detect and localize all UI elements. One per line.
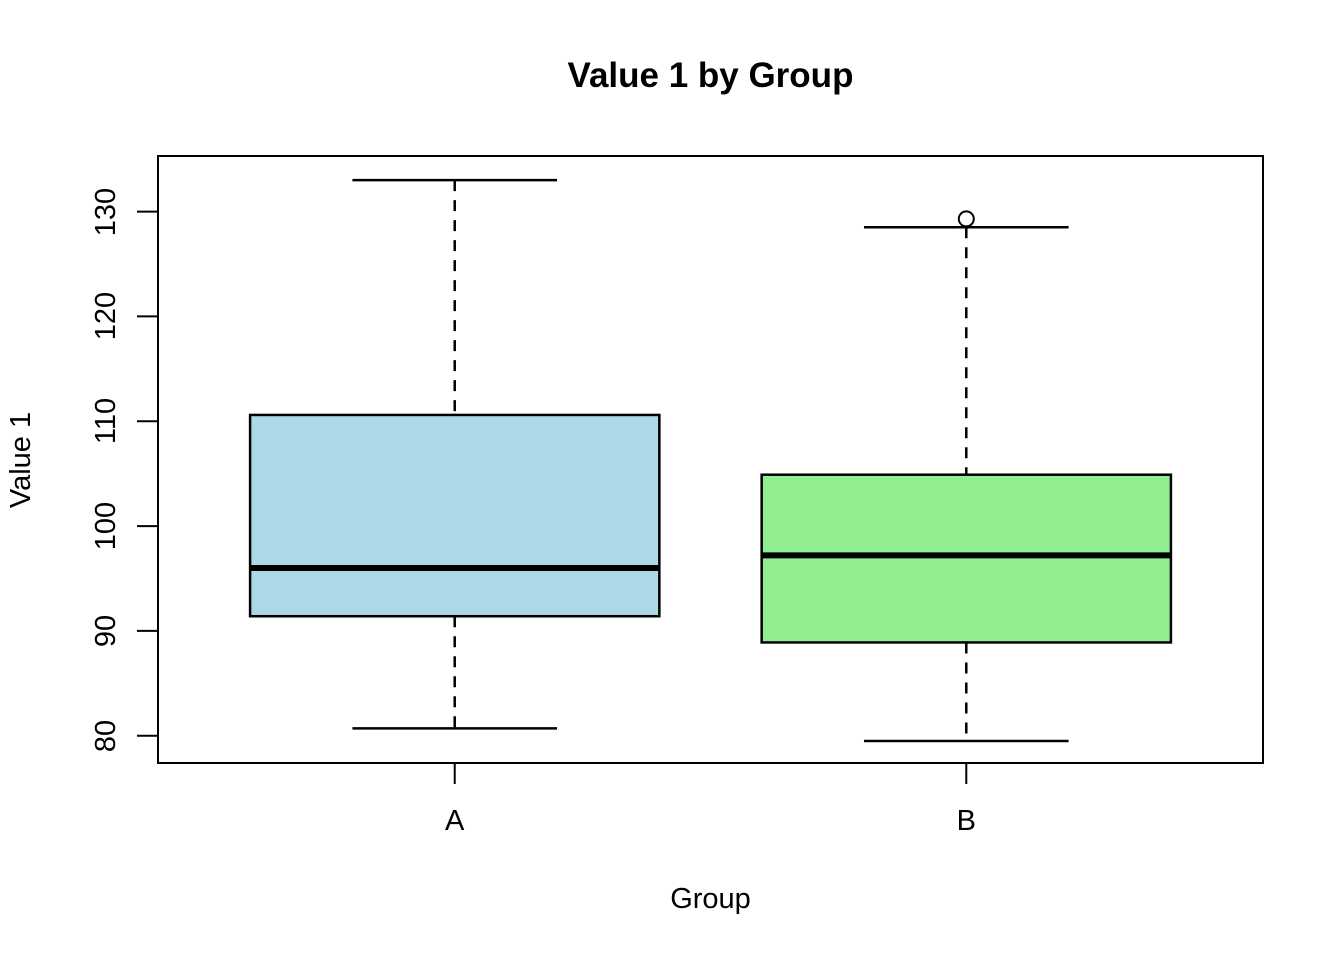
plot-frame bbox=[157, 155, 1264, 764]
x-tick-label-b: B bbox=[956, 805, 976, 837]
y-tick-label: 80 bbox=[90, 719, 122, 752]
iqr-box-a bbox=[248, 413, 661, 618]
y-tick-label: 120 bbox=[90, 292, 122, 341]
x-axis-title: Group bbox=[670, 883, 751, 915]
y-tick-label: 110 bbox=[90, 398, 122, 445]
iqr-box-b bbox=[760, 473, 1173, 644]
y-tick-label: 90 bbox=[90, 614, 122, 648]
outlier-point-b bbox=[957, 210, 975, 228]
y-tick-label: 130 bbox=[90, 187, 122, 236]
chart-title: Value 1 by Group bbox=[567, 56, 854, 95]
y-tick-label: 100 bbox=[90, 501, 122, 551]
x-tick-label-a: A bbox=[445, 805, 465, 837]
